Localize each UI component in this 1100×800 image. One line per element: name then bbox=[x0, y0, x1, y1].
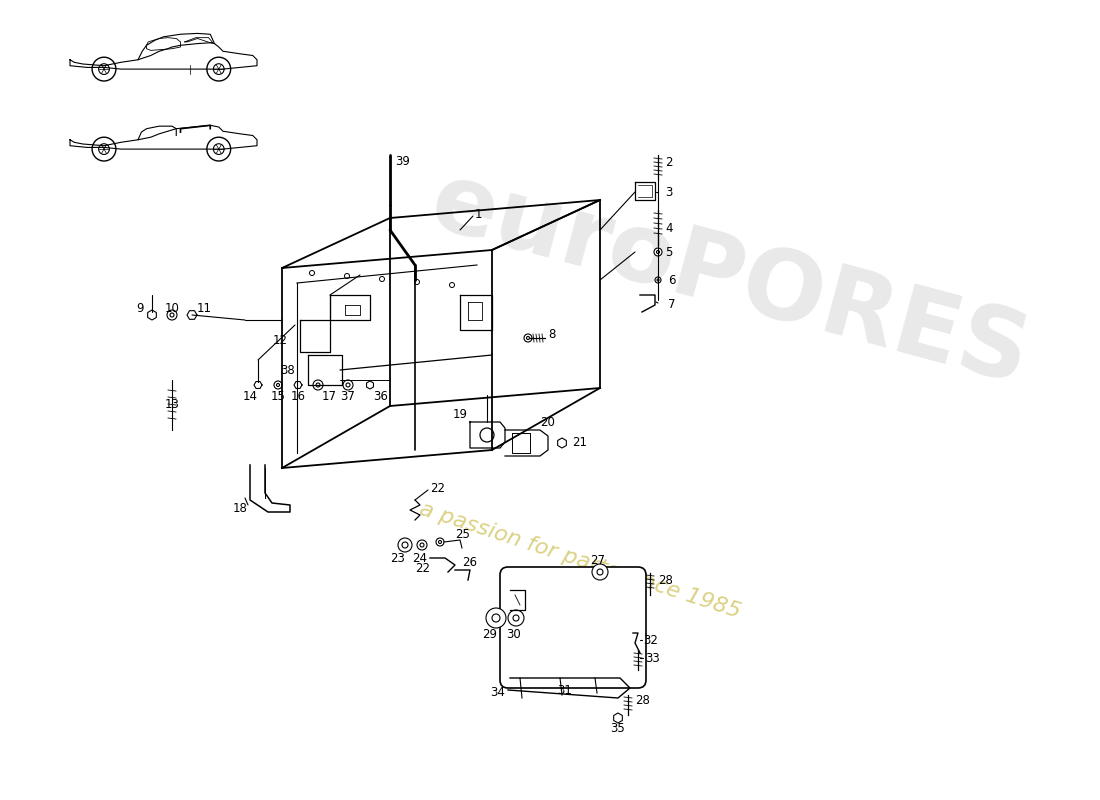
Circle shape bbox=[524, 334, 532, 342]
Circle shape bbox=[213, 64, 224, 74]
Text: 18: 18 bbox=[233, 502, 248, 514]
Text: 12: 12 bbox=[273, 334, 288, 346]
Text: 39: 39 bbox=[395, 155, 410, 168]
Circle shape bbox=[207, 58, 231, 81]
Circle shape bbox=[508, 610, 524, 626]
Text: 9: 9 bbox=[136, 302, 144, 314]
Circle shape bbox=[657, 250, 660, 254]
Circle shape bbox=[170, 313, 174, 317]
Text: 24: 24 bbox=[412, 551, 428, 565]
Circle shape bbox=[398, 538, 412, 552]
Circle shape bbox=[92, 58, 116, 81]
Text: 2: 2 bbox=[666, 157, 672, 170]
Circle shape bbox=[492, 614, 500, 622]
Circle shape bbox=[527, 337, 529, 339]
Circle shape bbox=[92, 138, 116, 161]
Polygon shape bbox=[558, 438, 566, 448]
Circle shape bbox=[480, 428, 494, 442]
FancyBboxPatch shape bbox=[500, 567, 646, 688]
Circle shape bbox=[316, 383, 320, 387]
Circle shape bbox=[597, 569, 603, 575]
Circle shape bbox=[657, 279, 659, 281]
Circle shape bbox=[486, 608, 506, 628]
Text: 22: 22 bbox=[415, 562, 430, 574]
Text: 19: 19 bbox=[453, 409, 468, 422]
Text: euroPORES: euroPORES bbox=[421, 155, 1040, 405]
Text: 29: 29 bbox=[483, 629, 497, 642]
Text: 14: 14 bbox=[242, 390, 257, 402]
Circle shape bbox=[402, 542, 408, 548]
Text: 33: 33 bbox=[645, 651, 660, 665]
Text: 30: 30 bbox=[507, 629, 521, 642]
Text: 13: 13 bbox=[165, 398, 179, 411]
Circle shape bbox=[654, 248, 662, 256]
Circle shape bbox=[274, 381, 282, 389]
Circle shape bbox=[420, 543, 424, 547]
Text: 34: 34 bbox=[491, 686, 505, 698]
Text: 32: 32 bbox=[644, 634, 658, 646]
Text: 8: 8 bbox=[548, 329, 556, 342]
Text: 20: 20 bbox=[540, 415, 554, 429]
Text: 21: 21 bbox=[572, 437, 587, 450]
Polygon shape bbox=[366, 381, 374, 389]
Circle shape bbox=[213, 144, 224, 154]
Text: 3: 3 bbox=[666, 186, 672, 198]
Text: 27: 27 bbox=[591, 554, 605, 566]
Text: 15: 15 bbox=[271, 390, 285, 402]
Text: 10: 10 bbox=[165, 302, 179, 314]
Circle shape bbox=[654, 277, 661, 283]
Circle shape bbox=[99, 144, 109, 154]
Circle shape bbox=[276, 383, 279, 386]
Polygon shape bbox=[147, 310, 156, 320]
Text: 23: 23 bbox=[390, 551, 406, 565]
Polygon shape bbox=[614, 713, 623, 723]
Circle shape bbox=[439, 541, 441, 543]
Circle shape bbox=[343, 380, 353, 390]
Text: 36: 36 bbox=[373, 390, 388, 402]
Text: 28: 28 bbox=[658, 574, 673, 586]
Circle shape bbox=[417, 540, 427, 550]
Text: 22: 22 bbox=[430, 482, 446, 494]
Circle shape bbox=[346, 383, 350, 387]
Circle shape bbox=[207, 138, 231, 161]
Text: a passion for parts since 1985: a passion for parts since 1985 bbox=[417, 498, 742, 622]
Text: 26: 26 bbox=[462, 555, 477, 569]
Text: 6: 6 bbox=[668, 274, 675, 286]
Text: 11: 11 bbox=[197, 302, 212, 314]
Circle shape bbox=[436, 538, 444, 546]
Text: 31: 31 bbox=[558, 683, 572, 697]
Circle shape bbox=[167, 310, 177, 320]
Circle shape bbox=[592, 564, 608, 580]
Text: 4: 4 bbox=[666, 222, 672, 234]
Circle shape bbox=[314, 380, 323, 390]
Text: 16: 16 bbox=[290, 390, 306, 402]
Text: 7: 7 bbox=[668, 298, 675, 311]
Text: 1: 1 bbox=[475, 209, 483, 222]
Text: 5: 5 bbox=[666, 246, 672, 258]
Text: 28: 28 bbox=[635, 694, 650, 706]
Text: 38: 38 bbox=[280, 363, 295, 377]
Text: 35: 35 bbox=[610, 722, 626, 734]
Text: 25: 25 bbox=[455, 529, 470, 542]
Text: 37: 37 bbox=[341, 390, 355, 402]
Circle shape bbox=[99, 64, 109, 74]
Text: 17: 17 bbox=[322, 390, 337, 402]
Circle shape bbox=[513, 615, 519, 621]
